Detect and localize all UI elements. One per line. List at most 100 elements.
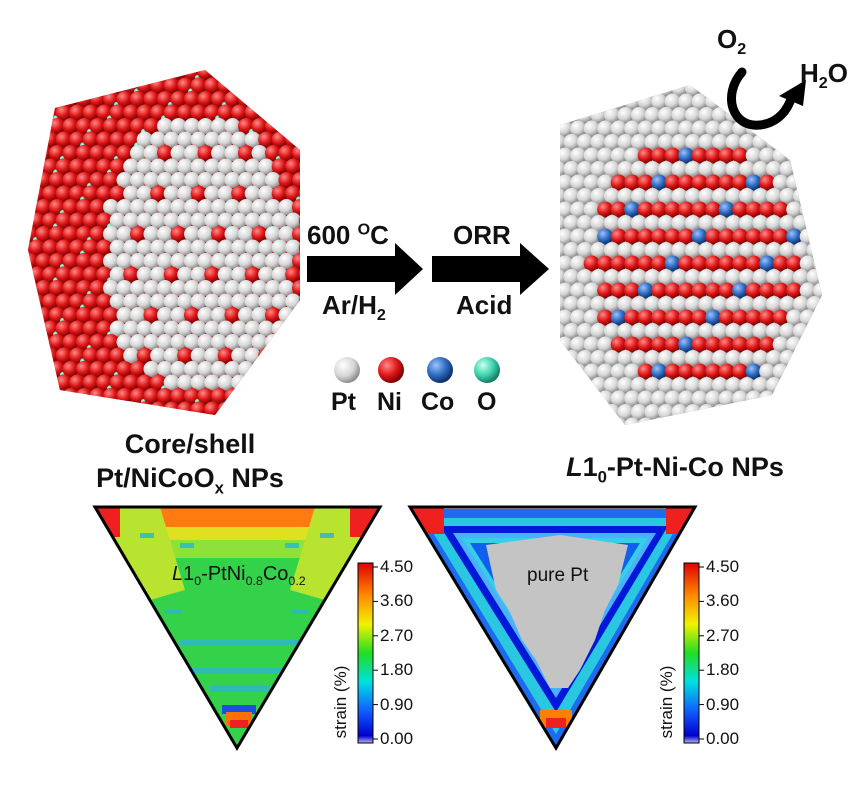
ni-atom (35, 280, 52, 296)
pt-atom (590, 134, 607, 150)
ni-atom (35, 361, 52, 377)
pt-atom (224, 199, 241, 215)
pt-atom (563, 323, 580, 339)
ni-atom (306, 199, 322, 215)
ni-atom (82, 77, 99, 94)
ni-atom (163, 104, 180, 121)
pt-atom (211, 307, 227, 323)
pt-atom (123, 293, 140, 310)
pt-atom (604, 161, 620, 177)
pt-atom (123, 347, 140, 364)
pt-atom (691, 120, 708, 137)
pt-atom (766, 269, 782, 285)
pt-atom (617, 296, 634, 312)
pt-atom (739, 134, 755, 150)
ni-atom (28, 77, 45, 94)
pt-atom (820, 134, 822, 150)
ni-atom (42, 374, 59, 391)
ni-atom (292, 172, 300, 188)
ni-atom (244, 401, 261, 415)
pt-atom (190, 239, 207, 256)
pt-atom (712, 296, 728, 312)
ni-atom (116, 118, 133, 134)
ni-atom (637, 255, 654, 272)
pt-atom (563, 242, 580, 258)
ni-atom (76, 199, 92, 215)
pt-atom (712, 215, 728, 231)
pt-atom (691, 390, 708, 407)
o2-label: O2 (717, 24, 747, 59)
pt-atom (136, 266, 153, 283)
pt-atom (577, 377, 593, 393)
ni-atom (278, 118, 295, 134)
ni-atom (96, 77, 113, 94)
pt-atom (779, 134, 796, 150)
ni-atom (292, 307, 300, 323)
ni-atom (678, 363, 695, 380)
pt-atom (231, 131, 248, 148)
pt-atom (820, 350, 822, 366)
pt-atom (820, 161, 822, 177)
pt-atom (658, 215, 674, 231)
ni-atom (55, 212, 72, 229)
ni-atom (691, 282, 708, 299)
pt-atom (610, 147, 627, 164)
ni-atom (624, 309, 641, 326)
pt-atom (563, 296, 580, 312)
ni-atom (82, 320, 99, 337)
pt-atom (184, 334, 200, 350)
l10-label-tail: -Pt-Ni-Co NPs (606, 452, 784, 482)
pt-atom (725, 161, 742, 177)
co-atom (651, 363, 668, 380)
pt-atom (217, 185, 234, 202)
pt-atom (170, 145, 187, 161)
pt-atom (637, 417, 654, 425)
pt-atom (560, 215, 566, 231)
pt-atom (570, 309, 587, 326)
ni-atom (130, 91, 146, 107)
ni-atom (42, 401, 59, 415)
ni-atom (42, 239, 59, 256)
o-atom (32, 344, 40, 352)
ni-atom (76, 307, 92, 323)
pt-atom (564, 431, 580, 447)
legend-pt-label: Pt (331, 388, 356, 416)
pt-atom (780, 431, 796, 447)
o-atom (32, 398, 40, 406)
ni-atom (123, 374, 140, 391)
pt-atom (685, 242, 701, 258)
ni-atom (170, 91, 187, 107)
ni-atom (170, 388, 187, 404)
ni-atom (28, 388, 38, 404)
pt-atom (265, 280, 281, 296)
pt-atom (651, 417, 668, 425)
ni-atom (69, 266, 86, 283)
pt-atom (793, 107, 809, 123)
legend-ni-label: Ni (377, 388, 402, 416)
pt-atom (157, 226, 173, 242)
pt-atom (799, 336, 816, 353)
pt-atom (712, 323, 728, 339)
o-atom (269, 385, 276, 392)
ni-atom (28, 361, 38, 377)
ni-atom (312, 402, 328, 418)
pt-atom (820, 296, 822, 312)
ni-atom (96, 239, 113, 256)
ni-atom (718, 255, 735, 272)
pt-atom (799, 174, 816, 191)
pt-atom (577, 404, 593, 420)
pt-atom (752, 269, 769, 285)
ni-atom (96, 131, 113, 148)
pt-atom (820, 188, 822, 204)
colorbar-left-tick-label: 2.70 (380, 625, 414, 645)
ni-atom (258, 401, 275, 415)
pt-atom (786, 417, 803, 425)
ni-atom (312, 348, 328, 364)
pt-atom (583, 282, 600, 299)
pt-atom (834, 404, 850, 420)
pt-atom (739, 161, 755, 177)
ni-atom (49, 226, 65, 242)
pt-atom (560, 282, 573, 299)
pt-atom (840, 256, 856, 272)
ni-atom (732, 228, 749, 245)
